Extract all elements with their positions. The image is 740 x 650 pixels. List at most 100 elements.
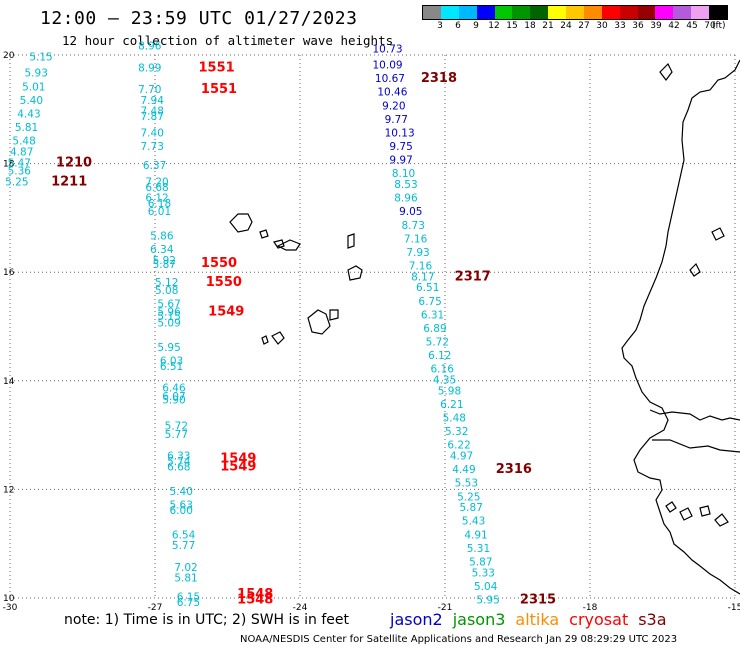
wave-height-value: 5.86 (150, 231, 174, 243)
wave-height-value: 5.95 (476, 594, 499, 606)
y-tick-label: 16 (3, 268, 15, 278)
island-bijagos-4 (714, 513, 729, 527)
x-tick-label: -30 (3, 603, 18, 613)
island-bijagos-2 (679, 507, 693, 521)
wave-height-value: 7.94 (141, 95, 165, 107)
x-tick-label: -18 (583, 603, 598, 613)
island-brava (261, 335, 269, 345)
wave-height-value: 6.75 (177, 597, 200, 609)
track-time-label: 2317 (455, 269, 491, 284)
wave-height-value: 5.48 (443, 413, 466, 425)
island-fogo (271, 331, 285, 345)
coast-inlet-2 (652, 439, 740, 453)
track-time-label: 1549 (208, 305, 244, 320)
wave-height-value: 5.90 (162, 395, 185, 407)
wave-height-value: 7.02 (174, 562, 197, 574)
wave-height-value: 10.09 (373, 60, 403, 72)
wave-height-points: 5.155.935.015.404.435.815.484.875.475.36… (5, 41, 556, 610)
color-swatch (458, 6, 477, 19)
color-swatch (512, 6, 531, 19)
wave-height-value: 8.99 (138, 62, 161, 74)
wave-height-value: 5.40 (170, 486, 193, 498)
x-tick-label: -21 (438, 603, 453, 613)
wave-height-value: 7.20 (145, 176, 168, 188)
wave-height-value: 5.98 (438, 385, 461, 397)
coastline (229, 59, 740, 595)
track-time-label: 1549 (220, 459, 256, 474)
color-swatch (548, 6, 566, 19)
island-sal (347, 233, 355, 249)
color-scale-label: 36 (632, 21, 644, 31)
wave-height-value: 10.73 (373, 43, 403, 55)
wave-height-value: 8.96 (394, 193, 418, 205)
wave-height-value: 5.72 (165, 421, 188, 433)
track-time-label: 1550 (201, 256, 237, 271)
wave-height-value: 5.15 (29, 51, 52, 63)
wave-height-value: 6.01 (148, 206, 171, 218)
island-santo-antao (229, 213, 253, 233)
coast-inlet (649, 409, 740, 421)
wave-height-value: 9.77 (385, 114, 408, 126)
units-note: note: 1) Time is in UTC; 2) SWH is in fe… (64, 612, 350, 628)
color-scale-label: 24 (560, 21, 572, 31)
color-swatch (673, 6, 692, 19)
wave-height-value: 5.25 (457, 491, 480, 503)
wave-height-value: 5.63 (170, 499, 193, 511)
wave-height-value: 5.95 (157, 342, 180, 354)
satellite-s3a: s3a (638, 610, 667, 629)
map-grid (9, 54, 736, 599)
wave-height-value: 7.40 (141, 127, 164, 139)
wave-height-value: 5.43 (462, 516, 485, 528)
color-scale-label: 42 (668, 21, 680, 31)
color-swatch (583, 6, 602, 19)
wave-height-value: 6.18 (148, 198, 171, 210)
wave-height-value: 6.12 (145, 193, 168, 205)
island-santiago (307, 309, 331, 335)
wave-height-value: 6.21 (440, 399, 463, 411)
wave-height-value: 7.16 (409, 260, 433, 272)
color-swatch (619, 6, 638, 19)
color-swatch (530, 6, 549, 19)
wave-height-value: 5.01 (22, 81, 45, 93)
wave-height-value: 10.13 (385, 127, 415, 139)
satellite-cryosat: cryosat (569, 610, 629, 629)
wave-height-value: 5.31 (467, 543, 490, 555)
wave-height-value: 4.43 (17, 108, 40, 120)
wave-height-value: 6.03 (160, 356, 183, 368)
color-swatch (655, 6, 674, 19)
wave-height-value: 5.77 (172, 540, 195, 552)
x-tick-label: -24 (293, 603, 308, 613)
track-time-label: 2316 (496, 462, 532, 477)
wave-height-value: 7.70 (138, 84, 161, 96)
color-scale-label: 30 (596, 21, 608, 31)
wave-height-value: 5.12 (155, 277, 178, 289)
wave-height-value: 7.93 (406, 247, 429, 259)
wave-height-value: 4.97 (450, 451, 473, 463)
wave-height-value: 6.75 (418, 296, 441, 308)
wave-height-value: 5.67 (157, 298, 180, 310)
color-scale-label: 45 (686, 21, 698, 31)
color-swatch (494, 6, 513, 19)
color-scale-bar (422, 5, 728, 20)
island-bijagos-1 (665, 501, 677, 513)
wave-height-value: 5.93 (25, 68, 48, 80)
color-swatch (709, 6, 727, 19)
color-scale-label: 18 (524, 21, 536, 31)
wave-height-value: 7.16 (404, 233, 428, 245)
color-swatch (691, 6, 709, 19)
satellite-jason2: jason2 (390, 610, 443, 629)
color-scale-label: 21 (542, 21, 554, 31)
wave-height-value: 6.46 (162, 383, 186, 395)
wave-height-value: 6.31 (421, 309, 444, 321)
wave-height-value: 6.34 (150, 244, 174, 256)
y-tick-label: 10 (3, 594, 15, 604)
wave-height-value: 10.67 (375, 73, 405, 85)
wave-height-value: 7.48 (141, 106, 164, 118)
wave-height-value: 8.73 (402, 220, 425, 232)
wave-height-value: 4.91 (464, 529, 487, 541)
track-time-label: 1548 (237, 587, 273, 602)
wave-height-value: 5.08 (155, 285, 178, 297)
wave-height-value: 7.73 (141, 141, 164, 153)
x-tick-label: -27 (148, 603, 163, 613)
wave-height-value: 7.87 (141, 111, 164, 123)
